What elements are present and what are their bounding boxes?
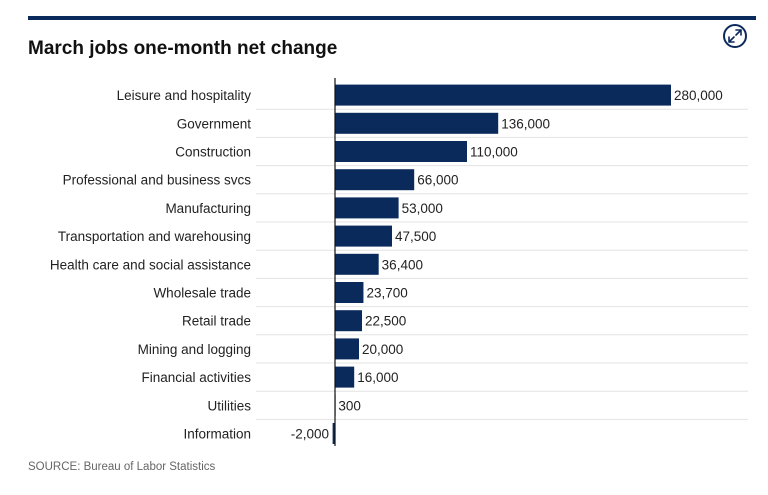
data-label: 136,000 — [501, 116, 550, 131]
bar — [335, 197, 399, 219]
category-label: Information — [183, 427, 251, 442]
expand-button[interactable] — [723, 24, 747, 48]
data-label: 110,000 — [470, 145, 518, 160]
source-note: SOURCE: Bureau of Labor Statistics — [28, 461, 216, 473]
category-label: Mining and logging — [138, 342, 251, 357]
category-label: Health care and social assistance — [50, 257, 251, 272]
data-label: -2,000 — [291, 427, 329, 442]
data-label: 16,000 — [357, 370, 398, 385]
data-label: 23,700 — [366, 286, 407, 301]
category-label: Government — [177, 116, 252, 131]
data-label: 20,000 — [362, 342, 403, 357]
category-label: Utilities — [207, 398, 251, 413]
bar — [335, 141, 467, 162]
bar — [335, 112, 499, 134]
chart-title: March jobs one-month net change — [28, 38, 338, 59]
data-label: 300 — [338, 398, 361, 413]
bar — [335, 310, 362, 332]
category-label: Financial activities — [141, 370, 251, 385]
bar — [335, 169, 415, 191]
data-label: 66,000 — [417, 173, 458, 188]
data-label: 53,000 — [402, 201, 443, 216]
top-rule — [28, 16, 756, 20]
category-label: Professional and business svcs — [63, 173, 252, 188]
category-label: Leisure and hospitality — [117, 88, 252, 103]
bar — [335, 338, 359, 360]
category-label: Construction — [175, 145, 251, 160]
bar — [335, 84, 671, 106]
data-label: 280,000 — [674, 88, 723, 103]
bar — [335, 253, 379, 275]
category-label: Transportation and warehousing — [58, 229, 251, 244]
expand-arrows-icon — [728, 29, 742, 43]
bar — [335, 282, 364, 303]
bar — [335, 225, 392, 247]
category-label: Wholesale trade — [153, 286, 251, 301]
data-label: 47,500 — [395, 229, 436, 244]
category-label: Manufacturing — [165, 201, 251, 216]
bar — [332, 423, 335, 444]
data-label: 36,400 — [382, 257, 423, 272]
data-label: 22,500 — [365, 314, 406, 329]
category-label: Retail trade — [182, 314, 251, 329]
bar — [335, 366, 355, 388]
